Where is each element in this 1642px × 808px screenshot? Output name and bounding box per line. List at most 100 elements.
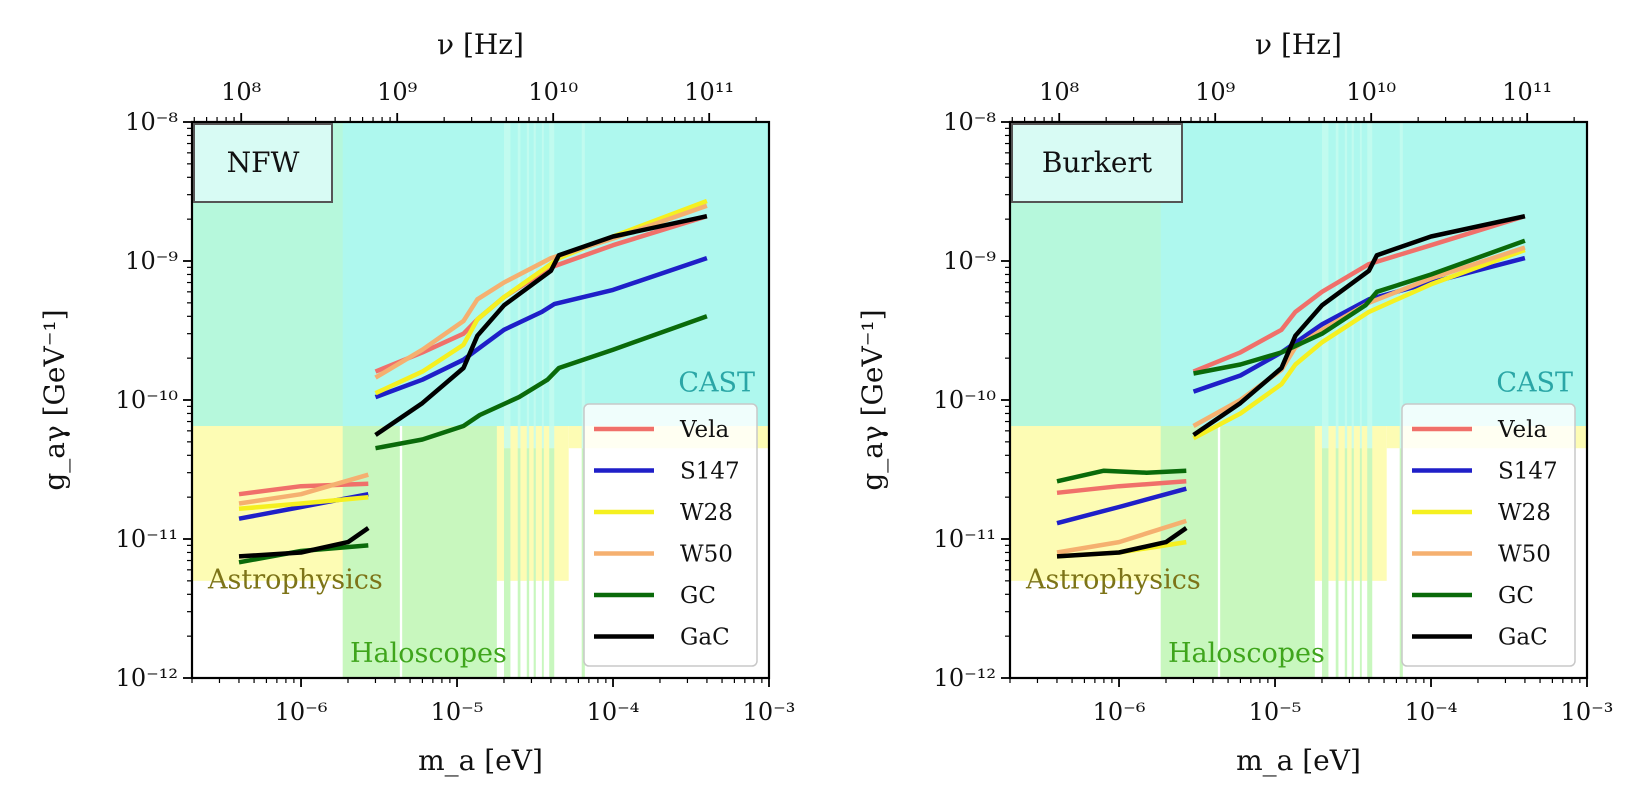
top-x-tick-label: 10¹¹ bbox=[684, 78, 734, 106]
x-tick-label: 10⁻⁵ bbox=[1249, 698, 1302, 726]
x-axis-ticks: 10⁻⁶ 10⁻⁵ 10⁻⁴ 10⁻³ bbox=[191, 678, 796, 726]
legend-label: Vela bbox=[679, 417, 729, 443]
x-axis-label: m_a [eV] bbox=[418, 744, 543, 777]
legend-label: GC bbox=[1498, 583, 1534, 609]
y-tick-label: 10⁻⁹ bbox=[943, 247, 996, 275]
legend-label: S147 bbox=[1498, 459, 1558, 485]
legend-label: GC bbox=[680, 583, 716, 609]
haloscope-stripe-upper bbox=[1367, 122, 1373, 449]
haloscope-stripe-upper bbox=[503, 122, 511, 449]
series-line-gc-segment-0 bbox=[1056, 468, 1187, 484]
astrophysics-label: Astrophysics bbox=[1025, 565, 1201, 596]
x-axis-label: m_a [eV] bbox=[1236, 744, 1361, 777]
legend-item-gc: GC bbox=[1412, 583, 1534, 609]
legend-frame bbox=[583, 403, 758, 667]
series-line-w28-segment-0 bbox=[238, 494, 369, 512]
x-tick-label: 10⁻⁴ bbox=[587, 698, 640, 726]
y-tick-label: 10⁻¹⁰ bbox=[116, 386, 178, 414]
top-x-tick-label: 10⁹ bbox=[1195, 78, 1236, 106]
legend-item-gac: GaC bbox=[1412, 625, 1548, 651]
haloscope-stripe-upper bbox=[549, 122, 555, 449]
series-line-vela-segment-0 bbox=[1056, 479, 1187, 496]
x-tick-label: 10⁻³ bbox=[743, 698, 796, 726]
y-tick-label: 10⁻¹² bbox=[116, 664, 178, 692]
haloscope-stripe bbox=[1351, 448, 1354, 678]
legend-label: GaC bbox=[1498, 625, 1548, 651]
haloscope-region bbox=[342, 426, 497, 678]
legend-item-w50: W50 bbox=[1412, 542, 1551, 568]
y-axis-ticks: 10⁻¹² 10⁻¹¹ 10⁻¹⁰ 10⁻⁹ 10⁻⁸ bbox=[116, 108, 192, 692]
panel-label: NFW bbox=[227, 146, 300, 179]
astrophysics-label: Astrophysics bbox=[207, 565, 383, 596]
legend: Vela S147 W28 W50 GC GaC bbox=[1401, 403, 1576, 667]
x-tick-label: 10⁻⁴ bbox=[1405, 698, 1458, 726]
y-tick-label: 10⁻¹¹ bbox=[934, 525, 996, 553]
legend-label: W28 bbox=[680, 500, 733, 526]
legend-label: Vela bbox=[1497, 417, 1547, 443]
haloscope-stripe bbox=[1321, 448, 1329, 678]
haloscope-stripe bbox=[1367, 448, 1373, 678]
top-x-axis-label: ν [Hz] bbox=[1255, 28, 1342, 61]
haloscope-stripe bbox=[503, 448, 511, 678]
top-x-tick-label: 10¹¹ bbox=[1502, 78, 1552, 106]
haloscope-gap bbox=[1217, 426, 1221, 678]
top-x-axis-ticks: 10⁸ 10⁹ 10¹⁰ 10¹¹ bbox=[1011, 78, 1575, 122]
legend-item-w28: W28 bbox=[594, 500, 733, 526]
series-line-s147-segment-1 bbox=[374, 255, 708, 400]
y-tick-label: 10⁻⁸ bbox=[943, 108, 996, 136]
haloscope-stripe bbox=[549, 448, 555, 678]
legend-label: GaC bbox=[680, 625, 730, 651]
legend-item-w50: W50 bbox=[594, 542, 733, 568]
x-tick-label: 10⁻⁶ bbox=[275, 698, 328, 726]
panel-label-frame bbox=[193, 123, 333, 203]
top-x-tick-label: 10⁹ bbox=[377, 78, 418, 106]
series-line-gc-segment-1 bbox=[1193, 238, 1526, 376]
haloscope-stripe-upper bbox=[1321, 122, 1329, 449]
y-axis-label: g_aγ [GeV⁻¹] bbox=[38, 309, 71, 490]
haloscope-stripe bbox=[1344, 448, 1348, 678]
series-line-w50-segment-0 bbox=[1056, 518, 1187, 555]
legend-item-vela: Vela bbox=[1412, 417, 1547, 443]
haloscopes-label: Haloscopes bbox=[350, 638, 507, 669]
top-x-tick-label: 10¹⁰ bbox=[528, 78, 578, 106]
haloscope-gap bbox=[399, 426, 403, 678]
legend-label: W50 bbox=[680, 542, 733, 568]
series-line-s147-segment-0 bbox=[1056, 486, 1187, 526]
legend-item-w28: W28 bbox=[1412, 500, 1551, 526]
x-tick-label: 10⁻³ bbox=[1561, 698, 1614, 726]
haloscope-stripe-upper bbox=[1359, 122, 1362, 449]
haloscope-stripe-upper bbox=[581, 122, 585, 449]
legend-label: W50 bbox=[1498, 542, 1551, 568]
legend-item-gc: GC bbox=[594, 583, 716, 609]
haloscopes-label: Haloscopes bbox=[1168, 638, 1325, 669]
haloscope-stripe bbox=[517, 448, 521, 678]
y-tick-label: 10⁻¹² bbox=[934, 664, 996, 692]
y-tick-label: 10⁻¹¹ bbox=[116, 525, 178, 553]
legend-frame bbox=[1401, 403, 1576, 667]
series-line-gac-segment-1 bbox=[374, 214, 708, 437]
series-line-gac-segment-0 bbox=[1056, 526, 1188, 559]
panel-label-box: Burkert bbox=[1011, 123, 1183, 203]
series-line-vela-segment-1 bbox=[1192, 214, 1526, 374]
legend-item-s147: S147 bbox=[1412, 459, 1558, 485]
haloscope-stripe bbox=[1335, 448, 1339, 678]
haloscope-stripe bbox=[526, 448, 530, 678]
y-axis-label: g_aγ [GeV⁻¹] bbox=[856, 309, 889, 490]
haloscope-stripe bbox=[533, 448, 536, 678]
top-x-axis-ticks: 10⁸ 10⁹ 10¹⁰ 10¹¹ bbox=[193, 78, 757, 122]
panel-label: Burkert bbox=[1042, 146, 1153, 179]
y-tick-label: 10⁻⁹ bbox=[125, 247, 178, 275]
haloscope-stripe bbox=[1359, 448, 1362, 678]
series-line-gac-segment-1 bbox=[1192, 214, 1526, 437]
top-x-tick-label: 10¹⁰ bbox=[1346, 78, 1396, 106]
cast-label: CAST bbox=[678, 368, 755, 399]
y-axis-ticks: 10⁻¹² 10⁻¹¹ 10⁻¹⁰ 10⁻⁹ 10⁻⁸ bbox=[934, 108, 1010, 692]
legend-label: S147 bbox=[680, 459, 740, 485]
panel-label-frame bbox=[1011, 123, 1183, 203]
haloscope-stripe-upper bbox=[541, 122, 544, 449]
y-tick-label: 10⁻⁸ bbox=[125, 108, 178, 136]
cast-label: CAST bbox=[1496, 368, 1573, 399]
haloscope-stripe bbox=[541, 448, 544, 678]
